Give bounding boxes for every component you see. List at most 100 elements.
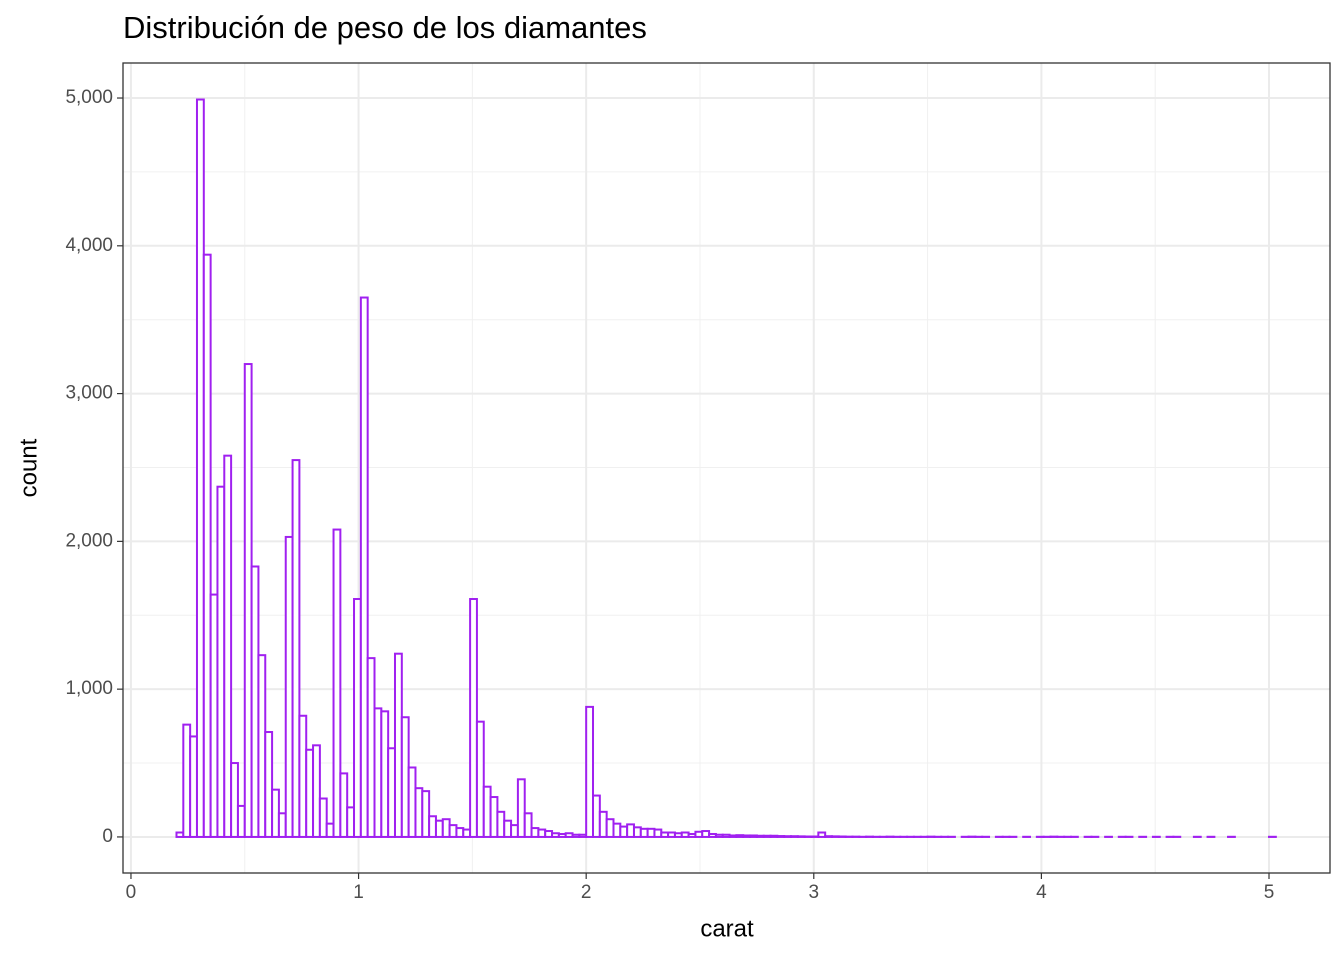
bar — [448, 824, 458, 838]
bar — [605, 818, 615, 838]
bar — [223, 454, 233, 838]
bar — [271, 788, 280, 838]
bar — [182, 723, 192, 838]
bar — [264, 731, 274, 838]
bar — [250, 565, 260, 838]
y-tick-label: 1,000 — [65, 678, 113, 699]
bar — [564, 832, 574, 838]
bar — [714, 833, 724, 838]
bar — [530, 827, 540, 838]
bar — [407, 766, 417, 838]
bar — [776, 835, 786, 838]
x-tick-label: 4 — [1036, 882, 1047, 903]
bar — [400, 716, 410, 838]
bar — [373, 707, 383, 838]
x-tick-label: 0 — [126, 882, 137, 903]
bar — [325, 822, 335, 838]
bar — [769, 834, 779, 838]
bar — [209, 593, 219, 838]
bar — [551, 832, 560, 838]
bar — [701, 830, 711, 838]
bar — [243, 363, 253, 838]
bar — [284, 535, 294, 838]
x-axis-label: carat — [700, 915, 754, 942]
bar — [646, 827, 656, 838]
panel — [123, 63, 1330, 873]
bar — [592, 794, 601, 838]
bar — [687, 832, 697, 838]
bar — [298, 714, 308, 838]
y-tick-label: 5,000 — [65, 87, 113, 108]
bar — [434, 819, 444, 838]
bar — [824, 835, 833, 838]
bar — [475, 720, 485, 838]
bar — [612, 822, 622, 838]
bar — [496, 810, 506, 838]
bar — [735, 834, 745, 838]
bar — [598, 810, 608, 838]
bar — [544, 830, 554, 838]
y-tick-label: 2,000 — [65, 530, 113, 551]
x-tick-label: 3 — [808, 882, 819, 903]
bar — [790, 835, 799, 838]
bar — [339, 772, 349, 838]
bar — [796, 835, 806, 838]
bar — [749, 834, 758, 838]
bar — [667, 831, 676, 838]
bar — [257, 654, 267, 838]
bar — [721, 833, 731, 838]
bar — [195, 98, 205, 838]
bar — [462, 828, 472, 838]
bar — [346, 806, 356, 838]
bar — [202, 253, 212, 838]
y-tick-label: 4,000 — [65, 235, 113, 256]
bar — [387, 747, 396, 838]
bar — [755, 834, 765, 838]
bar — [305, 748, 315, 838]
bar — [469, 598, 478, 838]
bar — [312, 744, 321, 838]
bar — [619, 825, 629, 838]
bar — [516, 778, 526, 838]
bar — [626, 823, 635, 838]
chart-title: Distribución de peso de los diamantes — [123, 10, 647, 45]
bar — [393, 652, 403, 838]
bar — [277, 812, 287, 838]
bar — [230, 762, 239, 838]
x-tick-label: 5 — [1264, 882, 1275, 903]
bar — [537, 828, 547, 838]
bar — [557, 832, 567, 838]
bar — [318, 797, 328, 838]
bar — [353, 598, 362, 838]
bar — [175, 831, 185, 838]
bar — [680, 831, 690, 838]
bar — [455, 827, 465, 838]
bar — [421, 790, 431, 838]
bar — [708, 832, 717, 838]
bar — [762, 834, 772, 838]
panel-border — [122, 62, 1331, 874]
bar — [660, 831, 670, 838]
x-tick-label: 2 — [581, 882, 592, 903]
bar — [728, 834, 738, 838]
bar — [236, 804, 246, 838]
bar — [489, 796, 499, 838]
bar — [817, 831, 827, 838]
bar — [189, 735, 198, 838]
bar — [694, 830, 704, 838]
bar — [585, 705, 595, 838]
bar — [428, 815, 437, 838]
bar — [503, 819, 513, 838]
bar — [639, 827, 649, 838]
bar — [380, 710, 390, 838]
y-tick-label: 3,000 — [65, 383, 113, 404]
bar — [414, 787, 424, 838]
bar — [216, 485, 226, 838]
bar — [482, 785, 492, 838]
bar — [332, 528, 342, 838]
bar — [366, 657, 376, 838]
y-tick-label: 0 — [102, 826, 113, 847]
bar — [673, 832, 683, 838]
bar — [510, 824, 519, 838]
